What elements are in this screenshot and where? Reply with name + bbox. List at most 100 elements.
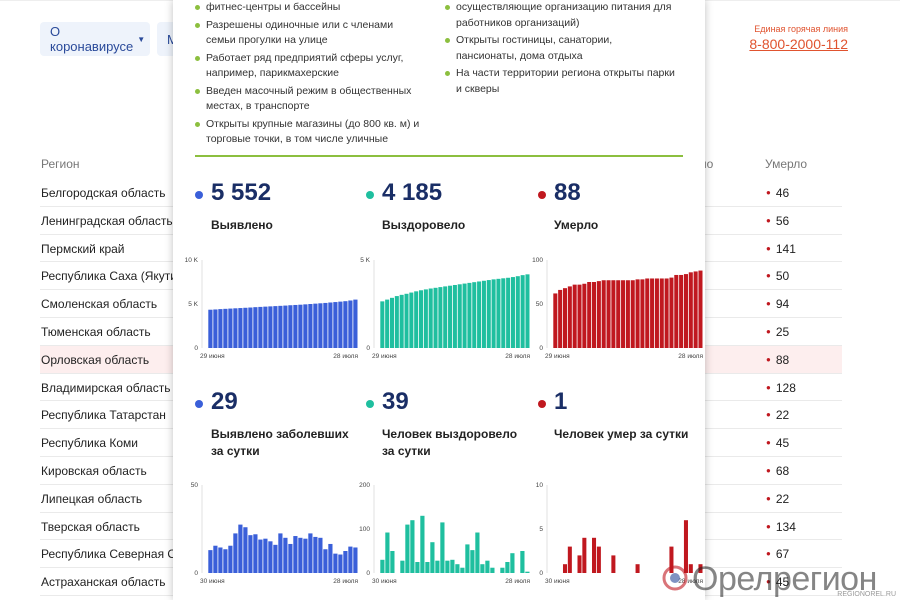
chart-bar (313, 303, 318, 348)
chart-bar (525, 571, 530, 573)
chart-bar (582, 283, 587, 348)
chart-bar (348, 300, 353, 348)
deaths-cell: ● 22 (766, 408, 789, 422)
chart-bar (582, 537, 587, 573)
region-name: Республика Коми (41, 436, 138, 451)
chart-bar (558, 289, 563, 348)
deaths-cell: ● 50 (766, 269, 789, 283)
deaths-value: 67 (775, 547, 790, 562)
stat-value: 29 (211, 388, 238, 415)
y-tick-label: 10 (536, 482, 544, 489)
mini-bar-chart: 10 5 0 30 июня 28 июля (523, 480, 707, 587)
chart-bar (404, 293, 409, 348)
chart-bar (457, 284, 462, 348)
x-start-label: 29 июня (545, 353, 570, 360)
chart-bar (625, 280, 630, 348)
deaths-cell: ● 141 (766, 242, 796, 256)
chart-bar (278, 533, 283, 573)
chart-bar (567, 546, 572, 573)
y-tick-label: 100 (359, 526, 370, 533)
chart-bar (452, 284, 457, 348)
chart-bar (328, 302, 333, 348)
chart-bar (313, 536, 318, 573)
chart-bar (415, 562, 420, 573)
chart-bar (475, 532, 480, 573)
column-header-region[interactable]: Регион (41, 157, 80, 171)
region-detail-modal: фитнес-центры и бассейны Разрешены одино… (173, 0, 705, 600)
chart-bar (553, 293, 558, 348)
region-name: Тюменская область (41, 325, 151, 339)
stat-value: 4 185 (382, 179, 443, 206)
stat-label: Выздоровело (382, 218, 466, 232)
about-coronavirus-dropdown[interactable]: О коронавирусе ▼ (40, 22, 150, 56)
chart-bar (323, 549, 328, 573)
deaths-value: 128 (775, 380, 796, 395)
list-item: осуществляющие организацию питания для р… (445, 0, 675, 31)
stat-value: 88 (554, 179, 581, 206)
chart-bar (333, 553, 338, 573)
chart-bar (409, 292, 414, 348)
series-dot-icon (195, 191, 203, 199)
chart-bar (470, 550, 475, 573)
chart-bar (477, 281, 482, 348)
hotline-label: Единая горячая линия (754, 24, 848, 34)
status-dot-icon: ● (766, 215, 771, 225)
region-name: Республика Саха (Якутия) (41, 269, 188, 284)
chart-bar (510, 277, 515, 348)
list-item: фитнес-центры и бассейны (195, 0, 420, 16)
chevron-down-icon: ▼ (137, 34, 146, 44)
chart-bar (501, 278, 506, 348)
chart-bar (390, 551, 395, 573)
series-dot-icon (366, 191, 374, 199)
chart-bar (455, 564, 460, 573)
chart-bar (253, 307, 258, 348)
y-tick-label: 50 (191, 482, 199, 489)
stat-label: Выявлено заболевших за сутки (211, 427, 349, 458)
chart-bar (323, 302, 328, 348)
deaths-value: 50 (775, 269, 790, 284)
deaths-cell: ● 46 (766, 186, 789, 200)
chart-bar (343, 551, 348, 573)
y-tick-label: 5 K (188, 301, 198, 308)
hotline-phone-link[interactable]: 8-800-2000-112 (749, 36, 848, 52)
region-name: Орловская область (41, 352, 150, 367)
chart-bar (460, 567, 465, 573)
chart-bar (616, 280, 621, 348)
chart-bar (611, 280, 616, 348)
column-header-deaths[interactable]: Умерло (765, 157, 808, 171)
deaths-value: 88 (775, 352, 790, 367)
chart-bar (601, 280, 606, 348)
chart-bar (433, 287, 438, 348)
x-end-label: 28 июля (333, 578, 358, 585)
y-tick-label: 50 (536, 301, 544, 308)
mini-bar-chart: 50 0 30 июня 28 июля (178, 480, 362, 587)
region-name: Республика Северная Осе (41, 547, 190, 562)
chart-bar (353, 299, 358, 348)
deaths-cell: ● 56 (766, 214, 789, 228)
chart-bar (263, 306, 268, 348)
chart-bar (419, 290, 424, 348)
list-item: На части территории региона открыты парк… (445, 66, 675, 97)
x-end-label: 28 июля (678, 578, 703, 585)
y-tick-label: 0 (539, 570, 543, 577)
chart-bar (389, 297, 395, 348)
x-end-label: 28 июля (505, 578, 530, 585)
x-start-label: 30 июня (545, 578, 570, 585)
chart-bar (450, 559, 455, 573)
chart-bar (572, 284, 577, 348)
series-dot-icon (538, 191, 546, 199)
chart-bar (218, 547, 223, 573)
status-dot-icon: ● (766, 577, 771, 587)
chart-bar (486, 280, 491, 348)
chart-bar (273, 306, 278, 348)
chart-bar (621, 280, 626, 348)
chart-bar (505, 562, 510, 573)
status-dot-icon: ● (766, 188, 771, 197)
y-tick-label: 0 (366, 570, 370, 577)
region-name: Белгородская область (41, 186, 166, 200)
chart-bar (491, 279, 496, 348)
chart-bar (385, 299, 390, 348)
chart-bar (577, 284, 582, 348)
chart-bar (273, 544, 278, 573)
chart-bar (263, 538, 268, 573)
